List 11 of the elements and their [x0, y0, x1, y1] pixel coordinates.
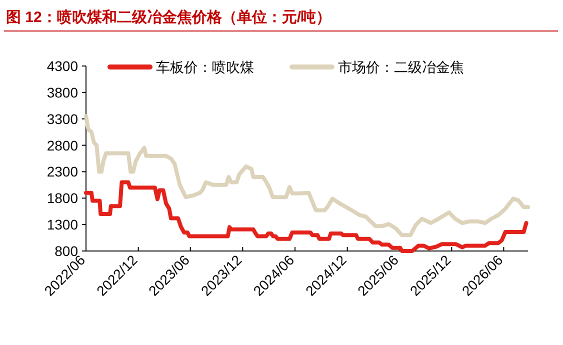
y-tick-label: 2800: [46, 137, 78, 154]
y-tick-label: 3300: [46, 110, 78, 127]
legend-label: 车板价：喷吹煤: [156, 59, 254, 75]
y-tick-label: 3800: [46, 84, 78, 100]
y-tick-label: 1800: [46, 190, 78, 206]
y-tick-label: 2300: [46, 164, 78, 180]
y-tick-label: 1300: [46, 216, 78, 233]
chart-title: 图 12：喷吹煤和二级冶金焦价格（单位：元/吨）: [6, 9, 332, 26]
legend-label: 市场价：二级冶金焦: [338, 59, 464, 75]
y-tick-label: 4300: [46, 58, 78, 74]
line-series: [84, 114, 530, 238]
